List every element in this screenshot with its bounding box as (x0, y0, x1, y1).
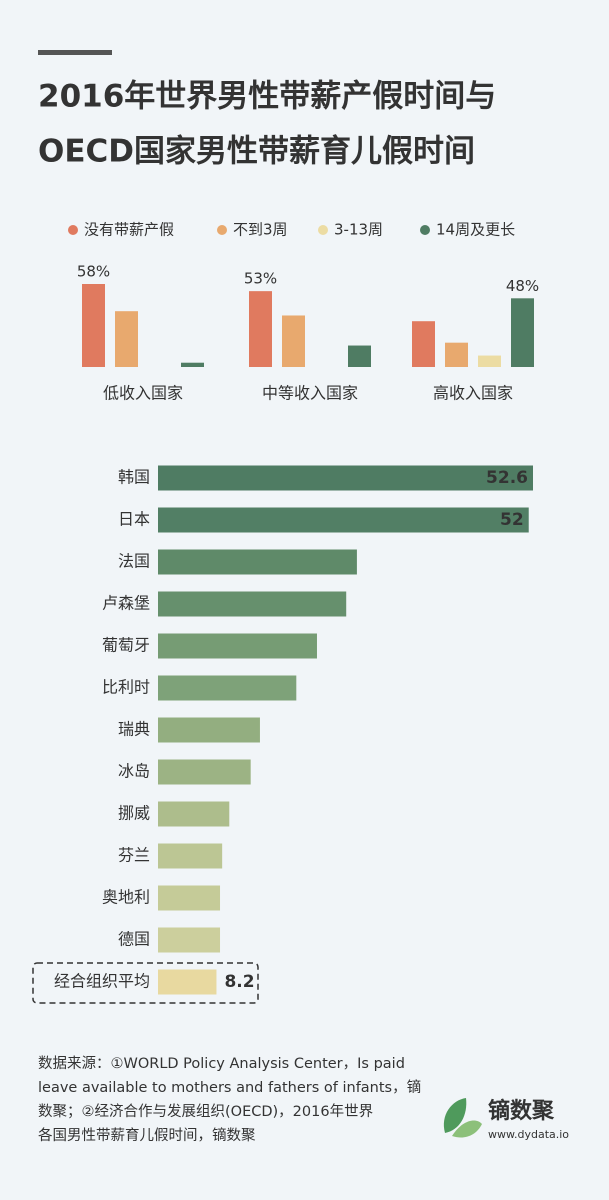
y-tick-label: 卢森堡 (102, 594, 150, 613)
y-tick-label: 法国 (118, 552, 150, 571)
y-tick-label: 葡萄牙 (102, 636, 150, 655)
y-tick-label: 韩国 (118, 468, 150, 487)
legend-label: 14周及更长 (436, 221, 515, 239)
bar (282, 315, 305, 367)
y-tick-label: 日本 (118, 510, 150, 529)
legend-label: 没有带薪产假 (84, 221, 174, 239)
bar (158, 759, 251, 785)
value-label: 52.6 (486, 468, 528, 488)
url: www.dydata.io (488, 1128, 569, 1141)
x-tick-label: 高收入国家 (433, 384, 513, 403)
legend-label: 3-13周 (334, 221, 383, 239)
y-tick-label: 冰岛 (118, 762, 150, 781)
bar (158, 717, 260, 743)
y-tick-label: 德国 (118, 930, 150, 949)
bar (158, 549, 357, 575)
x-tick-label: 中等收入国家 (262, 384, 358, 403)
source-note: 数聚；②经济合作与发展组织(OECD)，2016年世界 (38, 1103, 373, 1120)
value-label: 58% (77, 263, 110, 281)
bar (158, 591, 347, 617)
bar (158, 927, 221, 953)
value-label: 52 (500, 510, 524, 530)
title-rule (38, 50, 112, 55)
value-label: 48% (506, 277, 539, 295)
bar (158, 465, 533, 491)
bar (158, 885, 221, 911)
value-label: 8.2 (224, 972, 254, 992)
legend-marker (318, 225, 328, 235)
bar (445, 342, 468, 367)
value-label: 53% (244, 270, 277, 288)
y-tick-label: 经合组织平均 (54, 972, 150, 991)
bar (158, 801, 230, 827)
source-note: 数据来源：①WORLD Policy Analysis Center，Is pa… (38, 1055, 405, 1072)
y-tick-label: 芬兰 (118, 846, 150, 865)
bar (412, 321, 435, 367)
source-note: 各国男性带薪育儿假时间，镝数聚 (38, 1126, 256, 1144)
bar (158, 675, 297, 701)
bar (158, 507, 529, 533)
bar (158, 969, 217, 995)
y-tick-label: 瑞典 (118, 720, 150, 739)
x-tick-label: 低收入国家 (103, 384, 183, 403)
y-tick-label: 奥地利 (102, 888, 150, 907)
y-tick-label: 比利时 (102, 678, 150, 697)
bar (511, 298, 534, 367)
bar (478, 355, 501, 367)
highlight-box (32, 962, 259, 1004)
legend-label: 不到3周 (233, 221, 288, 239)
y-tick-label: 挪威 (118, 804, 150, 823)
brand: 镝数聚 (488, 1098, 555, 1124)
logo-leaf (452, 1120, 482, 1138)
bar (158, 633, 317, 659)
bar (82, 284, 105, 367)
bar (348, 345, 371, 367)
legend-marker (217, 225, 227, 235)
legend-marker (420, 225, 430, 235)
legend-marker (68, 225, 78, 235)
bar (249, 291, 272, 367)
logo-leaf (443, 1098, 467, 1133)
title: OECD国家男性带薪育儿假时间 (38, 134, 475, 170)
logo (443, 1098, 482, 1138)
title: 2016年世界男性带薪产假时间与 (38, 79, 496, 115)
source-note: leave available to mothers and fathers o… (38, 1078, 421, 1096)
bar (115, 311, 138, 367)
bar (181, 362, 204, 367)
bar (158, 843, 223, 869)
